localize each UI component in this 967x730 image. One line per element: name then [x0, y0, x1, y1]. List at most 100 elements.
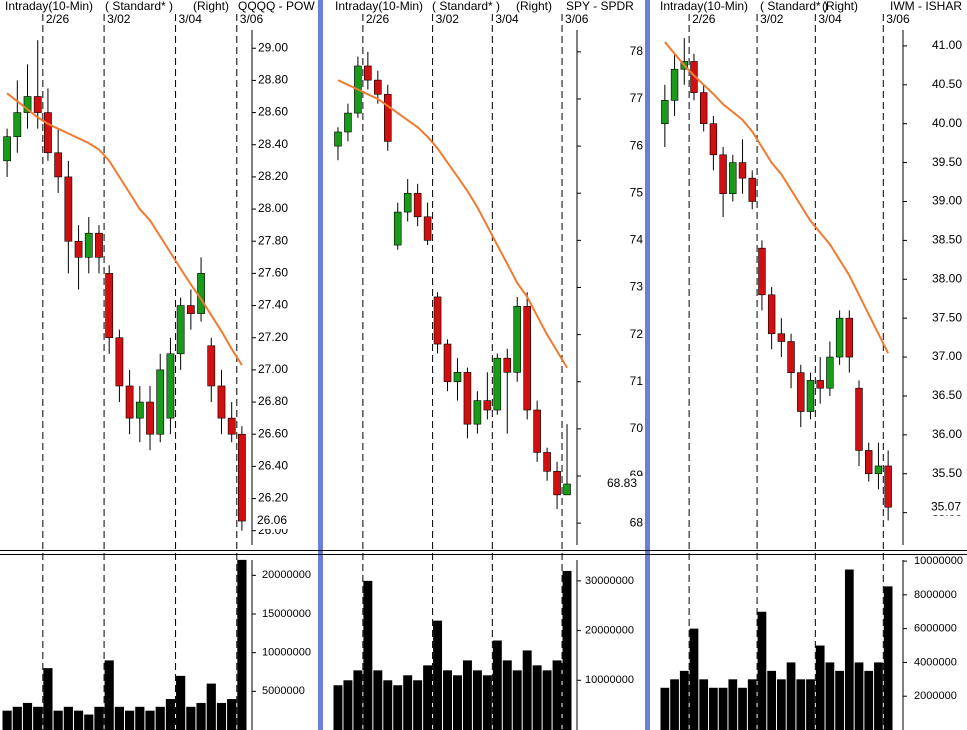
- y-tick-label: 76: [630, 138, 644, 152]
- y-tick-label: 27.60: [258, 266, 288, 280]
- volume-bar: [84, 714, 94, 730]
- candle-body: [383, 93, 392, 142]
- last-price-label: 35.07: [931, 499, 961, 513]
- volume-bar: [145, 710, 155, 730]
- x-tick-label: 3/02: [760, 12, 784, 26]
- y-tick-label: 41.00: [932, 38, 962, 52]
- header-title: Intraday(10-Min): [335, 0, 423, 13]
- candle-body: [884, 465, 892, 508]
- candle-body: [543, 452, 551, 472]
- x-tick-label: 3/02: [436, 12, 460, 26]
- volume-bar: [815, 645, 825, 730]
- volume-bar: [452, 675, 462, 730]
- candle-body: [105, 273, 114, 339]
- header-symbol: SPY - SPDR: [566, 0, 634, 13]
- volume-bar: [2, 710, 12, 730]
- y-tick-label: 74: [630, 233, 644, 247]
- y-tick-label: 28.20: [258, 169, 288, 183]
- y-tick-label: 38.00: [932, 271, 962, 285]
- volume-bar: [237, 559, 247, 730]
- candle-body: [797, 372, 805, 412]
- candle-body: [238, 433, 246, 522]
- candle-body: [563, 483, 571, 496]
- candle-body: [835, 317, 844, 358]
- volume-bar: [699, 679, 709, 730]
- header-scale-label: (Right): [822, 0, 858, 13]
- candle-body: [364, 65, 372, 81]
- candle-body: [393, 211, 402, 246]
- y-tick-label: 71: [630, 374, 644, 388]
- candle-body: [166, 353, 175, 419]
- volume-tick-label: 20000000: [585, 624, 634, 636]
- volume-bar: [94, 706, 104, 730]
- volume-bar: [423, 665, 433, 730]
- candle-body: [176, 305, 185, 355]
- y-tick-label: 28.80: [258, 73, 288, 87]
- panel-separator: [318, 0, 323, 730]
- volume-bar: [492, 640, 502, 730]
- panel-separator: [645, 0, 650, 730]
- candle-body: [483, 400, 492, 411]
- candle-body: [523, 306, 531, 411]
- y-tick-label: 29.00: [258, 40, 288, 54]
- candle-body: [125, 385, 134, 419]
- volume-tick-label: 10000000: [262, 647, 311, 659]
- candle-body: [719, 154, 727, 195]
- candle-body: [738, 162, 747, 179]
- candle-body: [758, 247, 766, 296]
- volume-tick-label: 15000000: [262, 608, 311, 620]
- y-tick-label: 37.50: [932, 310, 962, 324]
- candle-body: [493, 357, 502, 411]
- header-symbol: QQQQ - POW: [238, 0, 315, 13]
- volume-bar: [835, 670, 844, 730]
- volume-bar: [176, 675, 186, 730]
- y-tick-label: 27.80: [258, 233, 288, 247]
- volume-bar: [433, 620, 443, 730]
- volume-bar: [165, 699, 176, 730]
- volume-bar: [874, 662, 883, 730]
- volume-tick-label: 4000000: [914, 656, 957, 668]
- header-style-label: ( Standard* ): [105, 0, 173, 13]
- candle-body: [227, 417, 236, 435]
- volume-tick-label: 10000000: [914, 555, 963, 567]
- y-tick-label: 26.80: [258, 394, 288, 408]
- candle-body: [767, 294, 776, 335]
- candle-body: [729, 162, 737, 195]
- candle-body: [709, 123, 718, 156]
- candle-body: [115, 337, 124, 387]
- x-tick-label: 2/26: [692, 12, 716, 26]
- candle-body: [33, 96, 42, 113]
- y-tick-label: 78: [630, 44, 644, 58]
- y-tick-label: 28.00: [258, 201, 288, 215]
- volume-bar: [413, 680, 423, 730]
- volume-bar: [854, 662, 864, 730]
- volume-tick-label: 2000000: [914, 690, 957, 702]
- volume-tick-label: 8000000: [914, 589, 957, 601]
- y-tick-label: 26.60: [258, 426, 288, 440]
- candle-body: [44, 112, 52, 154]
- volume-bar: [679, 670, 689, 730]
- volume-bar: [864, 670, 874, 730]
- candle-body: [533, 409, 541, 453]
- volume-bar: [443, 670, 453, 730]
- volume-tick-label: 30000000: [585, 575, 634, 587]
- candle-body: [95, 232, 103, 258]
- volume-bar: [562, 570, 572, 730]
- volume-bar: [343, 680, 353, 730]
- header-style-label: ( Standard* ): [760, 0, 828, 13]
- candle-body: [217, 385, 226, 419]
- candle-body: [423, 216, 432, 241]
- chart-panel: 35.0035.5036.0036.5037.0037.5038.0038.50…: [660, 0, 967, 730]
- x-tick-label: 2/26: [366, 12, 390, 26]
- last-price-label: 26.06: [257, 513, 287, 527]
- moving-average: [664, 41, 889, 354]
- volume-bar: [512, 670, 522, 730]
- candle-body: [865, 450, 873, 475]
- candle-body: [413, 192, 422, 218]
- volume-bar: [22, 702, 33, 730]
- volume-bar: [670, 679, 679, 730]
- x-tick-label: 3/04: [495, 12, 519, 26]
- candle-body: [826, 356, 834, 389]
- candle-body: [84, 232, 93, 258]
